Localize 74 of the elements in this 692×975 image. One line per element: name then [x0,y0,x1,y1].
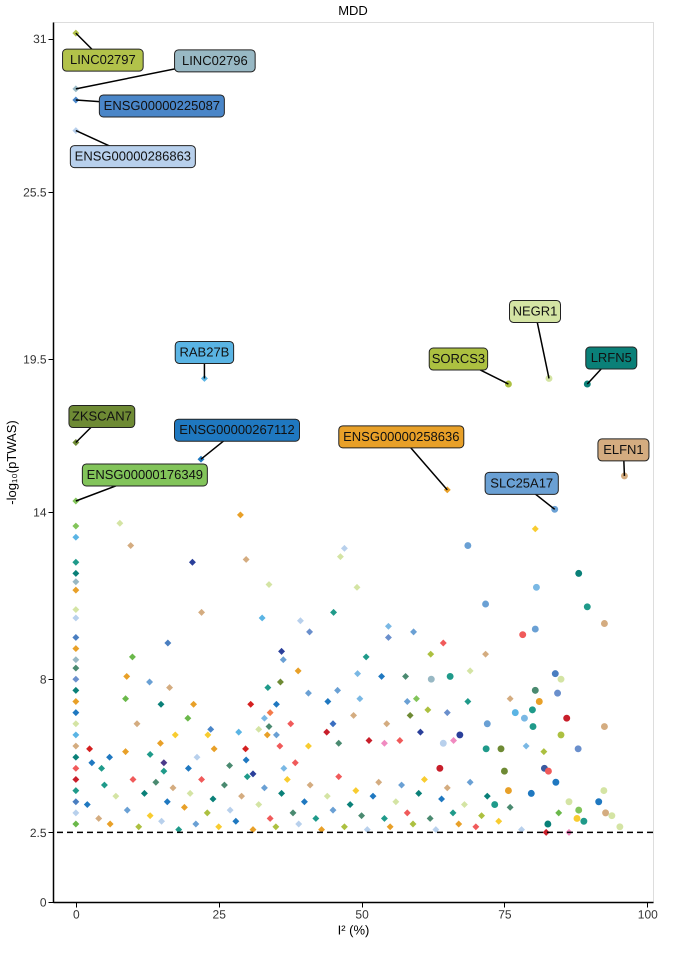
point [544,768,552,775]
annotation: ENSG00000225087 [104,98,220,113]
point [608,812,616,820]
annotation: ENSG00000267112 [179,422,295,438]
point [464,542,472,549]
annotation: ZKSCAN7 [72,408,132,424]
point [574,745,582,752]
point [600,787,608,794]
x-tick-label: 75 [498,908,512,922]
point [566,798,572,806]
point [544,820,552,828]
y-tick-label: 19.5 [23,352,47,366]
point [528,706,536,714]
x-tick-label: 25 [212,908,226,922]
annotation: ENSG00000258636 [343,428,460,444]
point [575,806,582,814]
point [436,764,444,772]
point [600,620,608,627]
x-tick-label: 50 [355,908,370,922]
point [440,740,447,747]
annotation: LINC02797 [70,52,136,68]
annotation: RAB27B [179,344,230,360]
point [498,745,504,752]
annotation: LRFN5 [590,350,632,366]
point [519,631,526,638]
x-tick-label: 100 [638,908,658,922]
point [554,690,562,697]
point [446,672,454,680]
annotation: SLC25A17 [490,475,554,490]
point [600,723,608,730]
point [528,790,535,797]
annotation: ENSG00000286863 [74,148,192,164]
y-tick-label: 14 [33,506,47,520]
x-tick-label: 0 [73,908,80,922]
point [558,676,564,683]
annotation: LINC02796 [182,52,248,68]
point [532,686,539,694]
point [558,731,564,738]
point [580,818,588,825]
point [552,778,560,786]
point [574,815,580,822]
point [512,709,519,716]
annotation: ELFN1 [603,442,644,457]
point [484,720,491,728]
x-axis-title: I² (%) [338,922,370,938]
y-axis-title: -log₁₀(pTWAS) [4,420,20,505]
y-tick-label: 2.5 [30,826,47,840]
point [504,787,512,794]
chart-title: MDD [338,3,368,18]
y-tick-label: 0 [40,896,47,910]
point [491,801,498,808]
point [536,698,543,705]
point [482,745,490,752]
point [520,714,528,722]
annotation: NEGR1 [512,303,558,318]
point [456,731,464,738]
point [602,809,610,816]
point [575,570,582,577]
annotation: SORCS3 [432,351,486,366]
point [595,798,602,806]
annotation: ENSG00000176349 [86,466,204,482]
point [552,670,559,678]
point [584,603,591,610]
point [532,584,540,591]
y-tick-label: 25.5 [23,185,47,200]
y-tick-label: 8 [40,672,47,687]
point [428,676,435,683]
point [616,823,624,830]
point [482,600,490,608]
point [500,768,508,775]
y-tick-label: 31 [33,32,47,46]
point [530,723,536,730]
point [563,714,570,722]
point [532,626,539,633]
